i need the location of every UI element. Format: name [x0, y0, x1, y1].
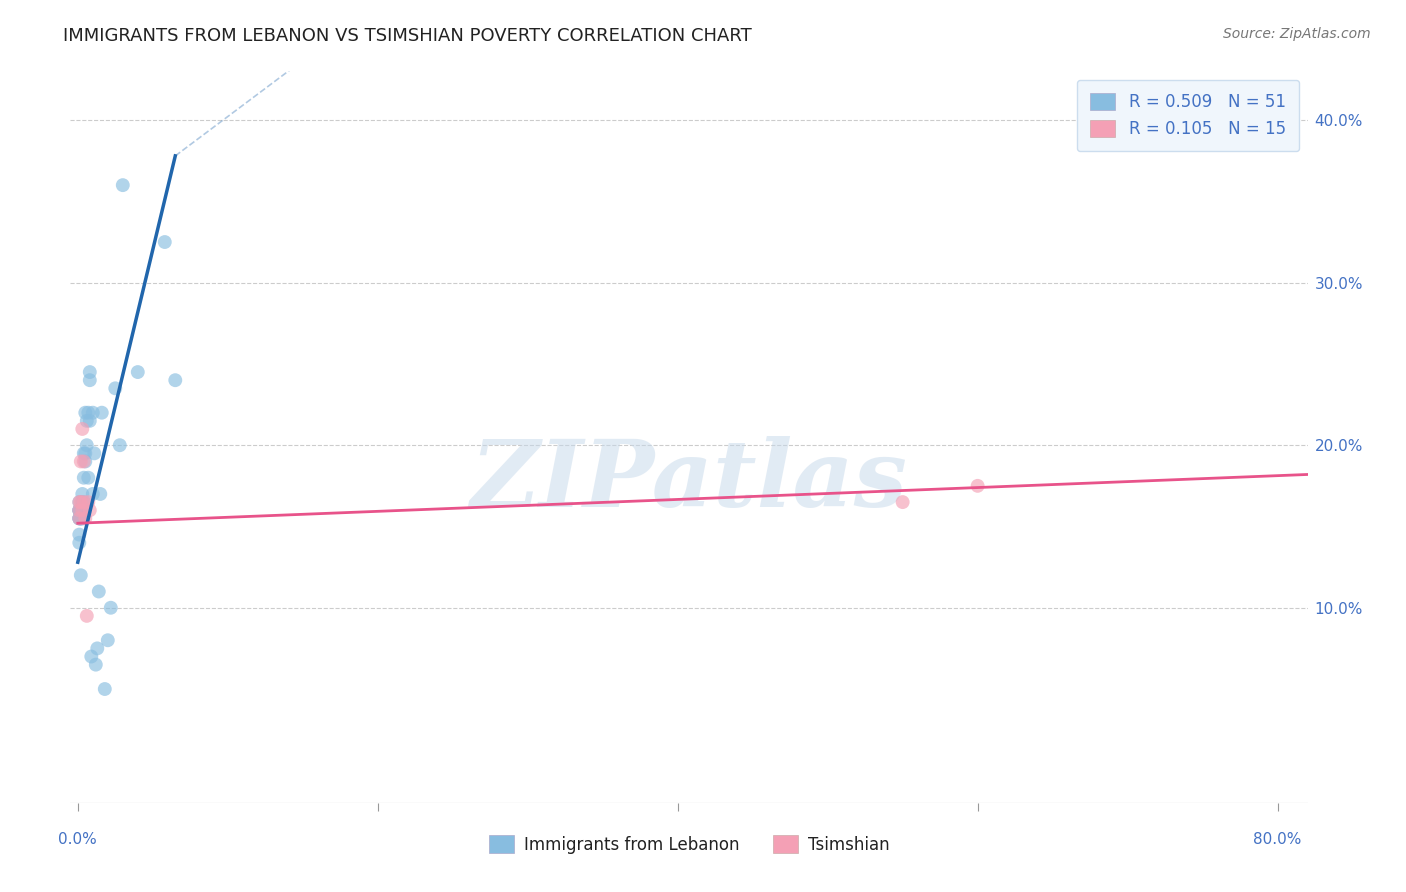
Point [77, 471, 100, 485]
Text: ZIPatlas: ZIPatlas [471, 436, 907, 526]
Point [76, 438, 98, 452]
Point [67, 503, 90, 517]
Point [89, 487, 111, 501]
Point [87, 584, 110, 599]
Point [104, 381, 127, 395]
Point [79, 414, 101, 428]
Point [69, 511, 91, 525]
Point [77, 495, 100, 509]
Point [90, 406, 112, 420]
Point [69, 503, 91, 517]
Text: 0.0%: 0.0% [59, 832, 97, 847]
Point [100, 600, 122, 615]
Point [69, 495, 91, 509]
Point [72, 503, 94, 517]
Point [94, 681, 117, 696]
Point [67, 503, 90, 517]
Point [67, 495, 90, 509]
Point [165, 373, 187, 387]
Point [72, 495, 94, 509]
Point [69, 568, 91, 582]
Text: Source: ZipAtlas.com: Source: ZipAtlas.com [1223, 27, 1371, 41]
Point [108, 438, 131, 452]
Point [84, 657, 107, 672]
Point [67, 527, 90, 541]
Point [73, 454, 96, 468]
Point [73, 446, 96, 460]
Point [891, 495, 914, 509]
Point [67, 503, 90, 517]
Point [67, 503, 90, 517]
Point [86, 641, 108, 656]
Legend: Immigrants from Lebanon, Tsimshian: Immigrants from Lebanon, Tsimshian [482, 829, 896, 860]
Point [75, 511, 97, 525]
Point [73, 471, 96, 485]
Point [69, 511, 91, 525]
Point [67, 511, 90, 525]
Point [75, 446, 97, 460]
Point [77, 406, 100, 420]
Point [82, 406, 104, 420]
Point [76, 414, 98, 428]
Point [97, 633, 120, 648]
Point [72, 487, 94, 501]
Point [72, 422, 94, 436]
Point [67, 511, 90, 525]
Point [67, 511, 90, 525]
Point [75, 454, 97, 468]
Point [79, 373, 101, 387]
Text: 80.0%: 80.0% [1253, 832, 1302, 847]
Point [83, 446, 105, 460]
Point [72, 511, 94, 525]
Point [73, 495, 96, 509]
Point [69, 454, 91, 468]
Point [79, 503, 101, 517]
Point [79, 365, 101, 379]
Point [111, 178, 134, 193]
Point [966, 479, 988, 493]
Point [67, 511, 90, 525]
Point [69, 511, 91, 525]
Point [82, 487, 104, 501]
Point [127, 365, 149, 379]
Text: IMMIGRANTS FROM LEBANON VS TSIMSHIAN POVERTY CORRELATION CHART: IMMIGRANTS FROM LEBANON VS TSIMSHIAN POV… [63, 27, 752, 45]
Point [80, 649, 103, 664]
Point [72, 503, 94, 517]
Point [153, 235, 176, 249]
Point [73, 495, 96, 509]
Point [67, 495, 90, 509]
Point [67, 535, 90, 549]
Point [72, 511, 94, 525]
Point [76, 608, 98, 623]
Point [69, 503, 91, 517]
Point [75, 406, 97, 420]
